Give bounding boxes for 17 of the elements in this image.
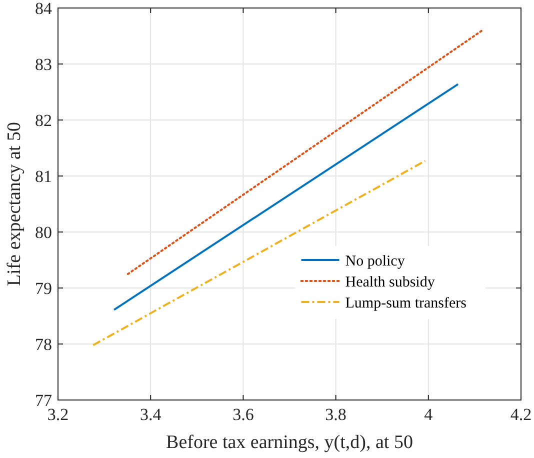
y-tick-label: 80 — [35, 222, 52, 242]
y-tick-label: 82 — [35, 110, 52, 130]
x-tick-label: 4 — [424, 405, 434, 424]
y-tick-label: 83 — [35, 54, 52, 74]
x-tick-label: 3.6 — [232, 405, 254, 424]
y-tick-label: 81 — [35, 166, 52, 186]
x-tick-label: 4.2 — [510, 405, 532, 424]
x-tick-label: 3.8 — [325, 405, 346, 424]
legend-label: Health subsidy — [345, 274, 436, 290]
y-axis-title: Life expectancy at 50 — [4, 122, 25, 286]
y-tick-label: 79 — [35, 278, 52, 298]
legend-label: Lump-sum transfers — [345, 295, 467, 312]
y-tick-label: 78 — [35, 334, 52, 354]
x-tick-label: 3.4 — [140, 405, 162, 424]
x-axis-title: Before tax earnings, y(t,d), at 50 — [166, 432, 413, 453]
legend-label: No policy — [345, 253, 406, 270]
y-tick-label: 84 — [35, 0, 52, 18]
